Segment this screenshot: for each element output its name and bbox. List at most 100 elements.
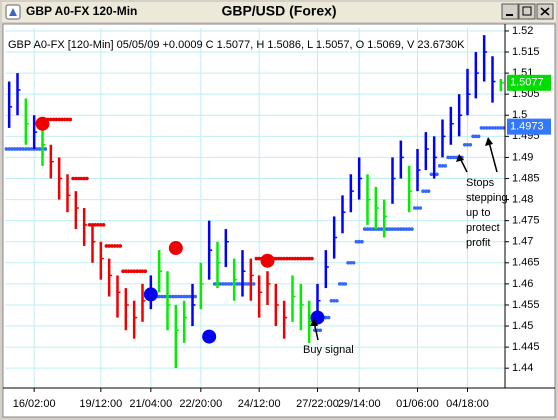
minimize-button[interactable] bbox=[501, 3, 519, 20]
stop-dot bbox=[121, 269, 125, 274]
stop-dot bbox=[332, 298, 336, 303]
stop-dot bbox=[376, 227, 381, 231]
stop-dot bbox=[412, 206, 417, 210]
stop-dot bbox=[354, 239, 359, 244]
maximize-glyph bbox=[522, 6, 532, 16]
stop-dot bbox=[499, 126, 503, 130]
stop-dot bbox=[179, 294, 184, 299]
signal bbox=[143, 287, 158, 302]
info-line: GBP A0-FX [120-Min] 05/05/09 +0.0009 C 1… bbox=[8, 39, 465, 51]
stop-dot bbox=[487, 126, 492, 130]
window-title: GBP A0-FX 120-Min bbox=[26, 4, 137, 18]
stop-dot bbox=[93, 223, 98, 227]
stop-dot bbox=[82, 176, 86, 181]
stop-dot bbox=[274, 256, 278, 261]
stop-dot bbox=[226, 282, 231, 286]
stop-dot bbox=[87, 223, 92, 227]
stop-dot bbox=[285, 256, 289, 261]
buy-arrowhead bbox=[310, 318, 318, 326]
stop-dot bbox=[74, 176, 78, 181]
price-marker-label: 1.5077 bbox=[510, 77, 544, 89]
price-marker bbox=[507, 74, 551, 91]
stop-dot bbox=[221, 282, 225, 286]
stop-dot bbox=[449, 155, 453, 160]
stop-dot bbox=[185, 294, 189, 299]
y-tick-label: 1.45 bbox=[512, 320, 533, 332]
stop-dot bbox=[435, 172, 439, 177]
stop-dot bbox=[57, 117, 61, 122]
stop-dot bbox=[335, 298, 339, 303]
x-tick-label: 22/20:00 bbox=[179, 398, 222, 410]
y-tick-label: 1.44 bbox=[512, 362, 533, 374]
stop-dot bbox=[310, 256, 314, 261]
app-icon-glyph bbox=[9, 8, 17, 16]
close-glyph bbox=[540, 7, 550, 16]
stop-dot bbox=[426, 189, 431, 193]
y-tick-label: 1.52 bbox=[512, 25, 533, 37]
stop-dot bbox=[237, 282, 242, 286]
stop-dot bbox=[496, 126, 500, 130]
stop-dot bbox=[324, 315, 328, 320]
y-tick-label: 1.47 bbox=[512, 236, 533, 248]
stop-dot bbox=[157, 294, 161, 299]
y-tick-label: 1.485 bbox=[512, 172, 540, 184]
stop-dot bbox=[415, 206, 420, 210]
stop-dot bbox=[357, 239, 361, 244]
stop-dot bbox=[471, 134, 475, 139]
y-tick-label: 1.48 bbox=[512, 193, 533, 205]
stop-dot bbox=[224, 282, 228, 286]
stops-annotation: stepping bbox=[466, 192, 508, 204]
stop-arrowheads bbox=[456, 137, 493, 162]
stop-dot bbox=[115, 244, 120, 248]
stop-dot bbox=[29, 147, 34, 151]
stop-dot bbox=[451, 155, 456, 160]
y-tick-label: 1.465 bbox=[512, 257, 540, 269]
signal bbox=[202, 329, 217, 344]
stop-dot bbox=[329, 298, 334, 303]
stop-dot bbox=[129, 269, 134, 274]
stop-dot bbox=[235, 282, 239, 286]
stop-dot bbox=[99, 223, 103, 227]
stop-dot bbox=[282, 256, 286, 261]
stop-dot bbox=[454, 155, 459, 160]
stop-dot bbox=[479, 126, 484, 130]
maximize-button[interactable] bbox=[518, 3, 536, 20]
stop-dot bbox=[476, 134, 481, 139]
stops-annotation: profit bbox=[466, 237, 490, 249]
stop-dot bbox=[362, 227, 367, 231]
stop-dot bbox=[287, 256, 292, 261]
stop-dot bbox=[51, 117, 56, 122]
stop-dot bbox=[387, 227, 392, 231]
price-marker bbox=[507, 118, 551, 135]
stop-dot bbox=[257, 256, 261, 261]
stop-dot bbox=[351, 261, 356, 265]
stop-dot bbox=[390, 227, 395, 231]
stop-dot bbox=[343, 282, 348, 286]
title-bar bbox=[2, 2, 556, 22]
stop-dot bbox=[340, 282, 345, 286]
stop-dot bbox=[62, 117, 67, 122]
stop-dot bbox=[404, 227, 409, 231]
stop-dot bbox=[174, 294, 178, 299]
stop-dot bbox=[424, 189, 428, 193]
stop-dot bbox=[371, 227, 375, 231]
stop-dot bbox=[15, 147, 20, 151]
stop-dot bbox=[43, 147, 48, 151]
stop-dot bbox=[276, 256, 281, 261]
x-tick-label: 01/06:00 bbox=[396, 398, 439, 410]
stop-dot bbox=[104, 244, 109, 248]
signal bbox=[168, 241, 183, 256]
stop-dot bbox=[143, 269, 148, 274]
stop-dot bbox=[407, 227, 411, 231]
stop-dot bbox=[101, 223, 106, 227]
stop-dot bbox=[307, 256, 311, 261]
stop-dot bbox=[290, 256, 295, 261]
y-tick-label: 1.455 bbox=[512, 299, 540, 311]
stop-dot bbox=[24, 147, 28, 151]
stop-dot bbox=[421, 189, 425, 193]
x-tick-label: 16/02:00 bbox=[13, 398, 56, 410]
stop-dot bbox=[26, 147, 31, 151]
stop-dot bbox=[182, 294, 186, 299]
stop-dot bbox=[429, 172, 434, 177]
stop-dot bbox=[187, 294, 192, 299]
